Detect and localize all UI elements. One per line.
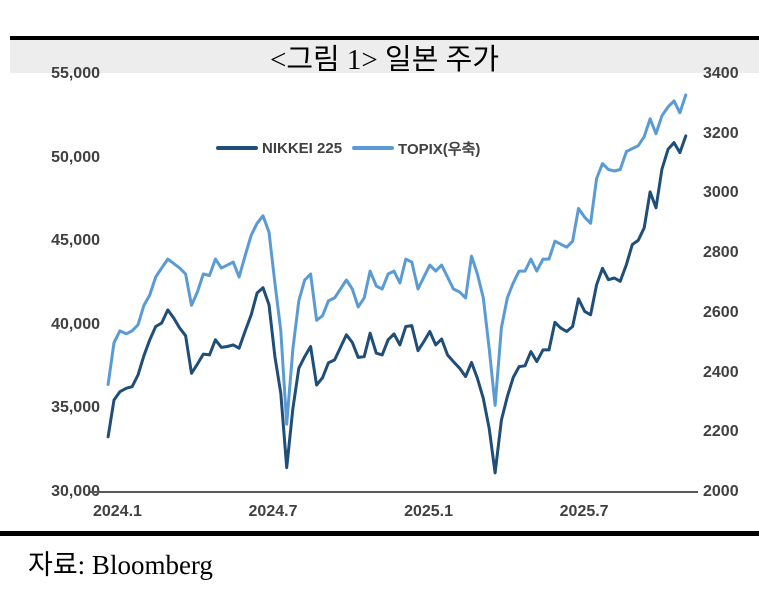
legend-label-topix: TOPIX(우축) bbox=[398, 140, 481, 158]
series-line-nikkei bbox=[106, 134, 688, 475]
legend-swatch-nikkei-line bbox=[216, 146, 258, 150]
figure-title-band: <그림 1> 일본 주가 bbox=[10, 40, 759, 76]
y-left-tick-label: 50,000 bbox=[51, 148, 100, 166]
y-right-tick-label: 2200 bbox=[703, 423, 739, 441]
figure-top-border bbox=[10, 36, 759, 40]
y-left-tick-label: 35,000 bbox=[51, 399, 100, 417]
x-tick-label: 2024.1 bbox=[92, 503, 142, 520]
y-right-tick-label: 3000 bbox=[703, 184, 739, 202]
y-left-tick-label: 55,000 bbox=[51, 65, 100, 82]
y-right-tick-label: 2400 bbox=[703, 363, 739, 381]
legend-swatch-topix-line bbox=[352, 146, 395, 150]
figure-title: <그림 1> 일본 주가 bbox=[269, 43, 500, 76]
x-tick-label: 2025.1 bbox=[404, 503, 454, 520]
y-left-tick-label: 40,000 bbox=[51, 315, 100, 333]
y-right-tick-label: 2600 bbox=[703, 303, 739, 321]
chart-legend: NIKKEI 225 TOPIX(우축) bbox=[216, 138, 490, 158]
y-left-tick-label: 30,000 bbox=[51, 483, 100, 500]
y-right-tick-label: 2000 bbox=[703, 483, 739, 500]
x-tick-label: 2024.7 bbox=[248, 503, 298, 520]
y-left-tick-label: 45,000 bbox=[51, 232, 100, 250]
x-tick-label: 2025.7 bbox=[559, 503, 609, 520]
source-caption: 자료: Bloomberg bbox=[28, 550, 213, 580]
legend-label-nikkei: NIKKEI 225 bbox=[262, 139, 343, 157]
figure-bottom-border bbox=[0, 531, 759, 536]
x-axis-line bbox=[90, 491, 698, 493]
y-right-tick-label: 3400 bbox=[703, 65, 739, 82]
y-right-tick-label: 2800 bbox=[703, 244, 739, 262]
y-right-tick-label: 3200 bbox=[703, 124, 739, 142]
